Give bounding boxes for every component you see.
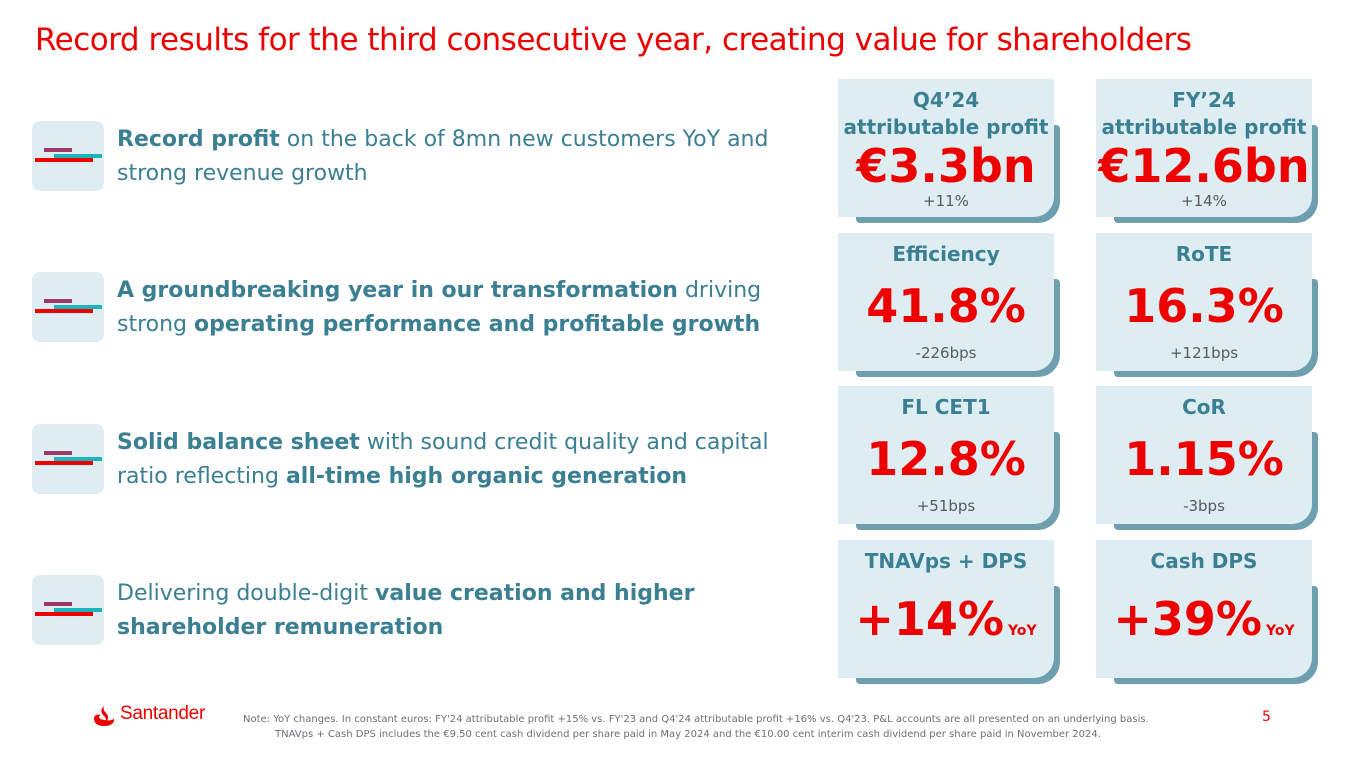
page-title: Record results for the third consecutive… — [35, 22, 1192, 58]
card-value: €3.3bn — [856, 139, 1036, 193]
bullet-chip-icon — [32, 272, 104, 342]
bullet-bold-run: all-time high organic generation — [285, 464, 688, 489]
bullet-bold-run: operating performance and profitable gro… — [194, 312, 761, 337]
card-label: CoR — [1182, 395, 1226, 419]
card-rote: RoTE 16.3% +121bps — [1096, 233, 1318, 377]
card-label: RoTE — [1175, 242, 1233, 266]
bullet-value-creation: Delivering double-digit value creation a… — [32, 575, 792, 647]
bullet-record-profit: Record profit on the back of 8mn new cus… — [32, 121, 792, 193]
bullet-text: Delivering double-digit value creation a… — [117, 577, 797, 645]
bullet-text-run: driving strong — [117, 278, 762, 337]
card-change: +121bps — [1169, 344, 1239, 362]
card-label: Efficiency — [892, 242, 1000, 266]
bullet-transformation: A groundbreaking year in our transformat… — [32, 272, 792, 344]
card-change: +51bps — [916, 497, 976, 515]
bullet-text: Record profit on the back of 8mn new cus… — [117, 123, 797, 191]
flame-icon — [94, 706, 115, 726]
bullet-chip-icon — [32, 424, 104, 494]
bullet-text: A groundbreaking year in our transformat… — [117, 274, 797, 342]
card-value: 16.3% — [1124, 279, 1284, 333]
card-efficiency: Efficiency 41.8% -226bps — [838, 233, 1060, 377]
brand-name: Santander — [120, 703, 205, 724]
card-value: +39% YoY — [1113, 592, 1295, 646]
card-cash-dps: Cash DPS +39% YoY — [1096, 540, 1318, 684]
bullet-bold-run: A groundbreaking year in our transformat… — [117, 278, 678, 303]
card-change: +11% — [923, 192, 969, 210]
card-value: +14% YoY — [855, 592, 1037, 646]
card-label: FY’24 attributable profit — [1101, 88, 1307, 139]
bullet-chip-icon — [32, 575, 104, 645]
card-change: +14% — [1181, 192, 1227, 210]
card-change: -3bps — [1183, 497, 1225, 515]
yoy-suffix: YoY — [1266, 623, 1295, 639]
card-label: FL CET1 — [901, 395, 991, 419]
bullet-text-run: on the back of 8mn new customers YoY and… — [117, 127, 769, 186]
bullet-bold-run: value creation and higher shareholder re… — [117, 581, 695, 640]
bullet-bold-run: Solid balance sheet — [117, 430, 360, 455]
card-q4-profit: Q4’24 attributable profit €3.3bn +11% — [838, 79, 1060, 223]
card-label: TNAVps + DPS — [864, 549, 1028, 573]
card-value: 41.8% — [866, 279, 1026, 333]
bullet-text-run: with sound credit quality and capital ra… — [117, 430, 769, 489]
bullet-text-run: Delivering double-digit — [117, 581, 376, 606]
page-number: 5 — [1262, 709, 1271, 725]
card-label: Q4’24 attributable profit — [843, 88, 1049, 139]
card-value: 12.8% — [866, 432, 1026, 486]
bullet-text: Solid balance sheet with sound credit qu… — [117, 426, 797, 494]
card-change: -226bps — [915, 344, 977, 362]
footnote: Note: YoY changes. In constant euros: FY… — [243, 714, 1149, 740]
card-value: 1.15% — [1124, 432, 1284, 486]
card-cor: CoR 1.15% -3bps — [1096, 386, 1318, 530]
bullet-chip-icon — [32, 121, 104, 191]
card-tnav-dps: TNAVps + DPS +14% YoY — [838, 540, 1060, 684]
bullet-balance-sheet: Solid balance sheet with sound credit qu… — [32, 424, 792, 496]
yoy-suffix: YoY — [1008, 623, 1037, 639]
card-fy-profit: FY’24 attributable profit €12.6bn +14% — [1096, 79, 1318, 223]
card-label: Cash DPS — [1150, 549, 1258, 573]
bullet-bold-run: Record profit — [117, 127, 280, 152]
card-cet1: FL CET1 12.8% +51bps — [838, 386, 1060, 530]
card-value: €12.6bn — [1098, 139, 1310, 193]
